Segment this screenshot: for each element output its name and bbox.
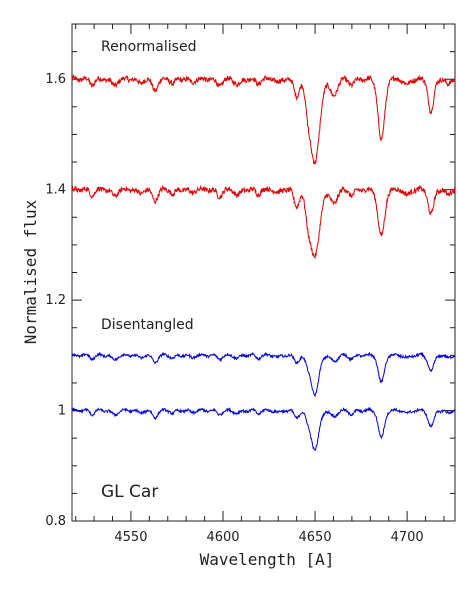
x-tick-label: 4550	[114, 530, 147, 545]
spectra	[71, 73, 456, 451]
annotation-renormalised: Renormalised	[101, 39, 196, 55]
x-tick-label: 4600	[206, 530, 239, 545]
y-tick-label: 0.8	[45, 514, 66, 529]
x-tick-label: 4700	[391, 530, 424, 545]
x-axis-title: Wavelength [A]	[200, 550, 335, 569]
y-tick-labels: 0.8 1 1.2 1.4 1.6	[45, 72, 66, 529]
plot-frame	[71, 23, 456, 522]
spectrum-line-3	[71, 351, 456, 397]
annotation-star-name: GL Car	[101, 482, 158, 502]
x-tick-label: 4650	[299, 530, 332, 545]
y-tick-label: 1.2	[45, 293, 66, 308]
axis-ticks	[72, 23, 455, 522]
y-tick-label: 1	[58, 404, 66, 419]
annotation-disentangled: Disentangled	[101, 317, 194, 333]
y-tick-label: 1.4	[45, 183, 66, 198]
x-tick-labels: 4550 4600 4650 4700	[114, 530, 423, 545]
spectrum-line-4	[71, 406, 456, 451]
y-tick-label: 1.6	[45, 72, 66, 87]
spectrum-line-1	[71, 73, 456, 165]
spectrum-line-2	[71, 184, 456, 260]
y-axis-title: Normalised flux	[21, 199, 40, 344]
